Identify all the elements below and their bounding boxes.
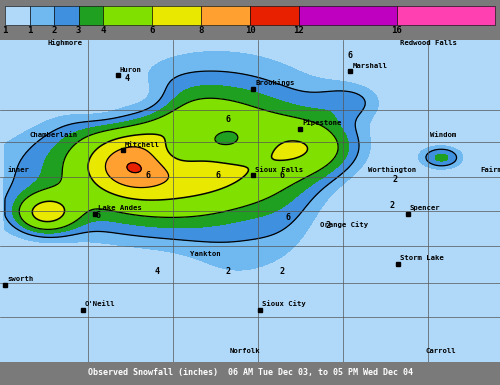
Text: 6: 6 xyxy=(150,26,154,35)
Text: Mitchell: Mitchell xyxy=(125,142,160,147)
Bar xyxy=(103,6,152,25)
Text: inner: inner xyxy=(8,167,30,172)
Text: Huron: Huron xyxy=(120,67,142,72)
Bar xyxy=(201,6,250,25)
Text: 6: 6 xyxy=(145,171,150,180)
Text: Spencer: Spencer xyxy=(410,205,440,211)
Text: 2: 2 xyxy=(390,201,395,211)
Text: 16: 16 xyxy=(392,26,402,35)
Text: Norfolk: Norfolk xyxy=(230,348,260,353)
Text: 2: 2 xyxy=(52,26,57,35)
Text: sworth: sworth xyxy=(8,276,34,282)
Text: 4: 4 xyxy=(155,267,160,276)
Text: 4: 4 xyxy=(125,74,130,84)
Text: Windom: Windom xyxy=(430,132,456,138)
Text: 6: 6 xyxy=(225,115,230,124)
Text: Sioux City: Sioux City xyxy=(262,300,306,307)
Text: Worthington: Worthington xyxy=(368,166,416,172)
Bar xyxy=(78,6,103,25)
Text: Chamberlain: Chamberlain xyxy=(30,132,78,138)
Text: O'Neill: O'Neill xyxy=(85,301,116,307)
Text: 6: 6 xyxy=(348,51,352,60)
Bar xyxy=(250,6,299,25)
Text: Yankton: Yankton xyxy=(190,251,220,257)
Bar xyxy=(397,6,495,25)
Text: 3: 3 xyxy=(76,26,81,35)
Text: 2: 2 xyxy=(225,267,230,276)
Text: Lake Andes: Lake Andes xyxy=(98,205,142,211)
Text: Orange City: Orange City xyxy=(320,221,368,228)
Text: 6: 6 xyxy=(285,213,290,222)
Bar xyxy=(299,6,397,25)
Text: 2: 2 xyxy=(392,174,398,184)
Text: 2: 2 xyxy=(280,267,285,276)
Bar xyxy=(152,6,201,25)
Text: Carroll: Carroll xyxy=(425,348,456,353)
Text: Pipestone: Pipestone xyxy=(302,119,342,126)
Text: 6: 6 xyxy=(215,171,220,180)
Text: 6: 6 xyxy=(95,211,100,220)
Text: 8: 8 xyxy=(198,26,203,35)
Text: Sioux Falls: Sioux Falls xyxy=(255,167,303,172)
Bar xyxy=(30,6,54,25)
Text: 1: 1 xyxy=(2,26,7,35)
Text: 4: 4 xyxy=(100,26,105,35)
Text: 10: 10 xyxy=(244,26,256,35)
Bar xyxy=(54,6,78,25)
Text: 2: 2 xyxy=(325,221,330,230)
Text: Fairm: Fairm xyxy=(480,167,500,172)
Text: 12: 12 xyxy=(294,26,304,35)
Text: Highmore: Highmore xyxy=(48,38,82,45)
Text: 6: 6 xyxy=(280,171,285,180)
Text: Redwood Falls: Redwood Falls xyxy=(400,40,457,45)
Text: Marshall: Marshall xyxy=(352,63,388,69)
Text: 1: 1 xyxy=(27,26,32,35)
Text: Storm Lake: Storm Lake xyxy=(400,255,444,261)
Bar xyxy=(5,6,29,25)
Text: Brookings: Brookings xyxy=(255,79,294,86)
Text: Observed Snowfall (inches)  06 AM Tue Dec 03, to 05 PM Wed Dec 04: Observed Snowfall (inches) 06 AM Tue Dec… xyxy=(88,368,412,377)
